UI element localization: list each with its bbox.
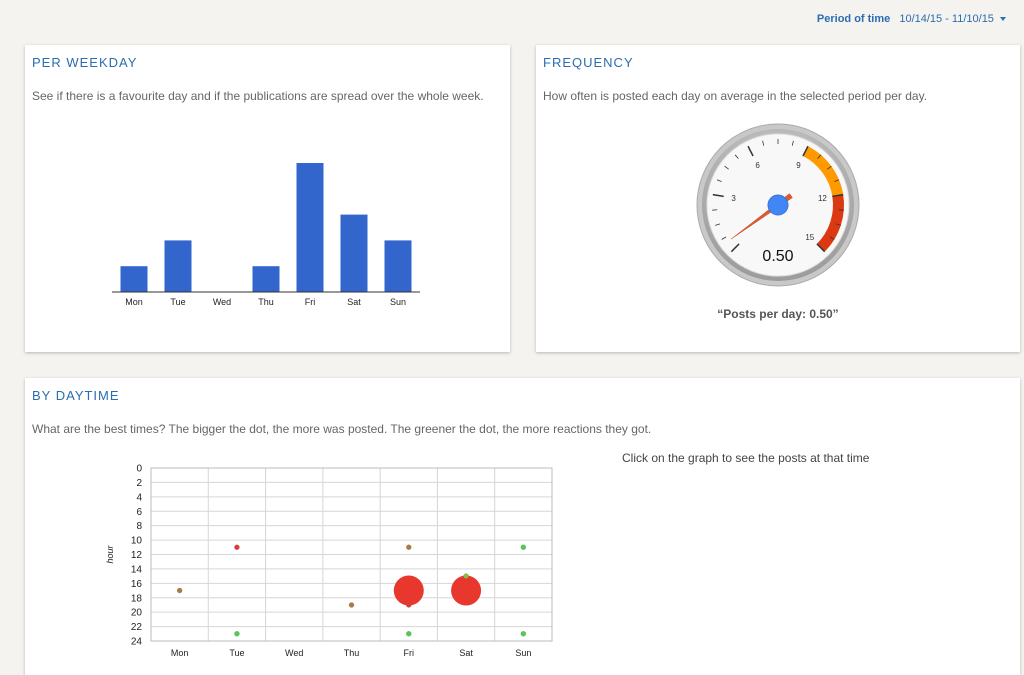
- x-tick-tue: Tue: [229, 648, 244, 658]
- gauge-caption: “Posts per day: 0.50”: [717, 307, 839, 321]
- y-tick-10: 10: [131, 536, 143, 547]
- click-hint: Click on the graph to see the posts at t…: [622, 451, 870, 465]
- y-tick-0: 0: [136, 464, 142, 475]
- gauge-tick: [721, 236, 727, 240]
- bar-label-mon: Mon: [125, 297, 143, 307]
- bar-label-tue: Tue: [170, 297, 185, 307]
- gauge-tick: [747, 145, 754, 157]
- bar-label-thu: Thu: [258, 297, 274, 307]
- bar-label-sat: Sat: [347, 297, 361, 307]
- gauge-tick-label-3: 3: [731, 194, 736, 203]
- scatter-point-mon-17: [176, 587, 183, 594]
- x-tick-sat: Sat: [459, 648, 473, 658]
- weekday-description: See if there is a favourite day and if t…: [32, 89, 484, 103]
- scatter-point-tue-11: [234, 544, 240, 550]
- bar-label-sun: Sun: [390, 297, 406, 307]
- gauge-hub: [767, 194, 789, 216]
- gauge-tick: [712, 193, 724, 198]
- gauge-value: 0.50: [762, 248, 793, 265]
- scatter-point-fri-17: [393, 575, 424, 606]
- weekday-bar-chart[interactable]: Mon Tue Wed Thu Fri Sat Sun: [25, 45, 510, 352]
- scatter-point-sat-15: [463, 573, 469, 579]
- daytime-title: BY DAYTIME: [32, 388, 120, 403]
- gauge-tick: [816, 243, 826, 253]
- weekday-title: PER WEEKDAY: [32, 55, 138, 70]
- gauge-tick: [791, 140, 794, 146]
- bar-sun: [384, 240, 412, 292]
- gauge-tick: [715, 223, 721, 226]
- scatter-point-fri-23: [406, 631, 412, 637]
- y-axis-label: hour: [105, 544, 115, 563]
- bar-sat: [340, 214, 368, 292]
- gauge-tick-label-12: 12: [818, 194, 827, 203]
- bar-label-fri: Fri: [305, 297, 316, 307]
- y-tick-16: 16: [131, 579, 143, 590]
- scatter-point-tue-23: [234, 631, 240, 637]
- frequency-card: FREQUENCY How often is posted each day o…: [536, 45, 1020, 352]
- gauge-tick: [802, 145, 809, 157]
- x-tick-wed: Wed: [285, 648, 303, 658]
- y-tick-14: 14: [131, 564, 143, 575]
- period-selector[interactable]: Period of time 10/14/15 - 11/10/15: [817, 13, 1006, 25]
- scatter-point-fri-11: [406, 544, 412, 550]
- y-tick-20: 20: [131, 608, 143, 619]
- period-label: Period of time: [816, 13, 891, 25]
- y-tick-4: 4: [136, 492, 142, 503]
- gauge-tick: [734, 154, 739, 159]
- bar-label-wed: Wed: [213, 297, 231, 307]
- scatter-point-thu-19: [348, 602, 355, 608]
- y-tick-8: 8: [136, 521, 142, 532]
- y-tick-6: 6: [136, 507, 142, 518]
- y-tick-18: 18: [131, 593, 143, 604]
- chevron-down-icon[interactable]: [1000, 17, 1006, 22]
- gauge-tick-label-15: 15: [805, 233, 814, 242]
- x-tick-sun: Sun: [515, 648, 531, 658]
- frequency-description: How often is posted each day on average …: [543, 89, 928, 103]
- gauge-tick-label-9: 9: [796, 161, 801, 170]
- y-tick-2: 2: [136, 478, 142, 489]
- weekday-card: PER WEEKDAY See if there is a favourite …: [25, 45, 510, 352]
- gauge-tick: [762, 140, 765, 146]
- plot-frame: [150, 467, 553, 642]
- gauge-tick: [829, 236, 835, 240]
- bar-fri: [296, 163, 324, 292]
- frequency-title: FREQUENCY: [543, 55, 634, 70]
- gauge-tick-label-6: 6: [755, 161, 760, 170]
- gauge-band-0: [802, 146, 844, 197]
- scatter-point-fri-19: [406, 602, 412, 608]
- daytime-description: What are the best times? The bigger the …: [32, 422, 652, 436]
- bar-tue: [164, 240, 192, 292]
- x-tick-fri: Fri: [404, 648, 415, 658]
- y-tick-12: 12: [131, 550, 143, 561]
- daytime-card: BY DAYTIME What are the best times? The …: [25, 378, 1020, 675]
- scatter-point-sun-23: [520, 631, 527, 637]
- scatter-point-sat-17: [451, 575, 482, 606]
- bar-mon: [120, 266, 148, 292]
- bar-thu: [252, 266, 280, 292]
- frequency-gauge: 3 6 9 12 15 0.50: [696, 123, 860, 287]
- gauge-tick: [827, 165, 832, 170]
- y-tick-24: 24: [131, 637, 143, 648]
- gauge-tick: [730, 243, 740, 253]
- gauge-band-1: [816, 194, 844, 252]
- gauge-tick: [724, 165, 729, 170]
- y-tick-22: 22: [131, 622, 143, 633]
- gauge-tick: [716, 179, 722, 183]
- x-tick-mon: Mon: [171, 648, 189, 658]
- period-value[interactable]: 10/14/15 - 11/10/15: [899, 13, 994, 25]
- scatter-point-sun-11: [520, 544, 527, 550]
- x-tick-thu: Thu: [344, 648, 360, 658]
- gauge-tick: [835, 223, 841, 226]
- gauge-tick: [832, 193, 844, 198]
- gauge-tick: [817, 154, 822, 159]
- gauge-tick: [834, 179, 840, 183]
